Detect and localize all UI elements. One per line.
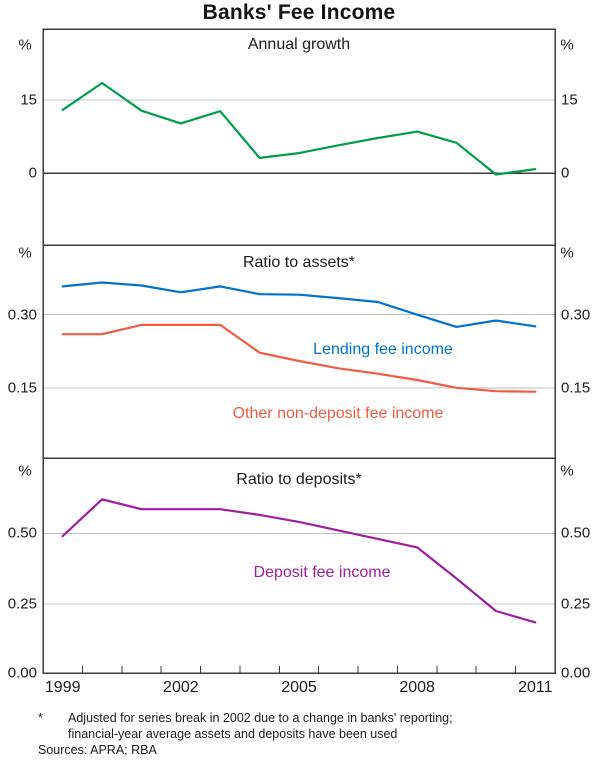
y-tick-label-right: 0.15 [561,379,591,397]
footnote-marker: * [38,711,43,725]
y-axis-unit-right: % [560,244,574,262]
footnote-line1: Adjusted for series break in 2002 due to… [68,711,453,725]
lending-fee-income-line [61,281,537,328]
y-tick-label-left: 0.00 [7,664,37,682]
panel-title-1: Annual growth [247,36,351,53]
x-tick-label: 2008 [399,679,435,696]
sources-note: Sources: APRA; RBA [38,743,157,757]
y-tick-label-right: 0.25 [561,595,591,613]
y-tick-label-left: 0.50 [7,524,37,542]
series-label-lending-fee-income: Lending fee income [313,341,453,358]
other-non-deposit-fee-income-line [61,323,537,393]
chart-title: Banks' Fee Income [202,1,396,24]
y-tick-label-left: 0.25 [7,595,37,613]
y-axis-unit-right: % [560,36,574,53]
panel-title-3: Ratio to deposits* [236,471,362,488]
series-label-deposit-fee-income: Deposit fee income [253,564,391,581]
x-tick-label: 2002 [163,679,199,696]
series-label-other-non-deposit-fee-income: Other non-deposit fee income [232,405,444,422]
y-axis-unit-left: % [18,462,32,479]
y-tick-label-left: 0.30 [7,306,37,324]
y-axis-unit-left: % [18,244,32,262]
x-tick-label: 2011 [518,679,553,696]
y-tick-label-right: 0.00 [561,664,591,682]
y-tick-label-right: 0.50 [561,524,591,542]
y-tick-label-left: 15 [20,91,37,109]
deposit-fee-income-line [61,498,537,624]
y-tick-label-right: 0 [561,164,570,182]
x-tick-label: 1999 [44,679,81,696]
footnote-line2: financial-year average assets and deposi… [68,727,398,741]
chart-frame [42,28,556,674]
y-axis-unit-right: % [560,462,574,479]
annual-growth-line [61,81,537,176]
y-tick-label-right: 0.30 [561,306,591,324]
y-tick-label-left: 0.15 [7,379,37,397]
y-tick-label-left: 0 [28,164,37,182]
y-tick-label-right: 15 [561,91,578,109]
panel-title-2: Ratio to assets* [242,254,356,271]
x-tick-label: 2005 [281,679,317,696]
y-axis-unit-left: % [18,36,32,53]
